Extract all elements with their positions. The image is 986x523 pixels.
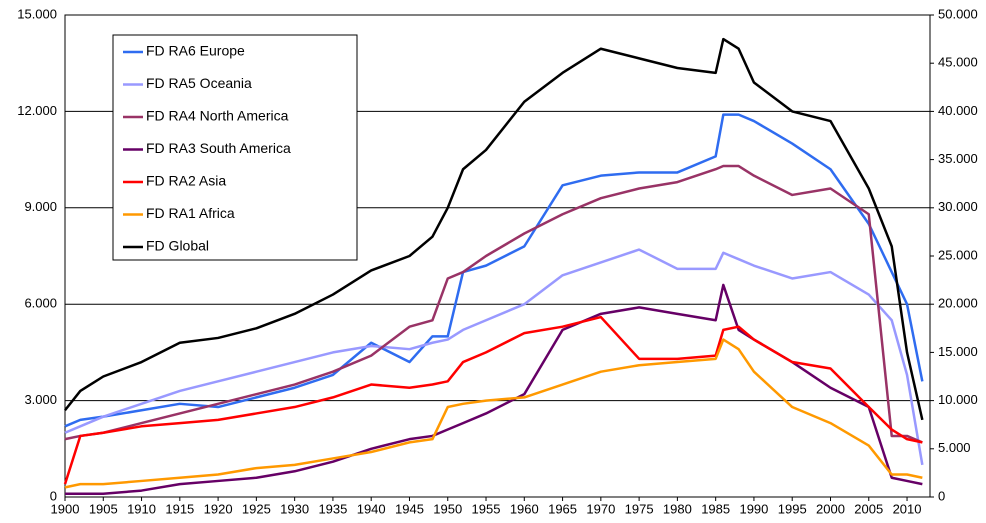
legend-label: FD RA4 North America	[146, 108, 289, 124]
series-line	[64, 248, 924, 466]
x-tick-label: 1905	[89, 501, 118, 516]
legend-label: FD RA3 South America	[146, 140, 291, 156]
x-tick-label: 1915	[165, 501, 194, 516]
y2-tick-label: 50.000	[938, 6, 978, 21]
y2-tick-label: 0	[938, 488, 945, 503]
legend-label: FD Global	[146, 238, 209, 254]
x-tick-label: 1985	[701, 501, 730, 516]
x-tick-label: 1960	[510, 501, 539, 516]
x-tick-label: 1975	[625, 501, 654, 516]
y2-tick-label: 35.000	[938, 151, 978, 166]
legend-label: FD RA2 Asia	[146, 173, 226, 189]
y2-tick-label: 5.000	[938, 440, 971, 455]
y-tick-label: 12.000	[17, 103, 57, 118]
y2-tick-label: 40.000	[938, 103, 978, 118]
legend-label: FD RA1 Africa	[146, 205, 235, 221]
x-tick-label: 1925	[242, 501, 271, 516]
series-line	[63, 315, 923, 485]
series-line	[64, 164, 923, 444]
x-tick-label: 1990	[739, 501, 768, 516]
x-tick-label: 1910	[127, 501, 156, 516]
x-tick-label: 1930	[280, 501, 309, 516]
series-line	[65, 283, 923, 496]
x-tick-label: 1935	[318, 501, 347, 516]
legend-label: FD RA6 Europe	[146, 43, 245, 59]
y2-tick-label: 15.000	[938, 344, 978, 359]
y2-tick-label: 10.000	[938, 392, 978, 407]
x-tick-label: 1965	[548, 501, 577, 516]
x-tick-label: 1980	[663, 501, 692, 516]
y2-tick-label: 25.000	[938, 247, 978, 262]
y-tick-label: 9.000	[24, 199, 57, 214]
x-tick-label: 2010	[893, 501, 922, 516]
legend: FD RA6 Europe FD RA5 Oceania FD RA4 North …	[112, 34, 358, 261]
y2-tick-label: 30.000	[938, 199, 978, 214]
x-tick-label: 1955	[472, 501, 501, 516]
x-tick-label: 2000	[816, 501, 845, 516]
y-tick-label: 3.000	[24, 392, 57, 407]
y-tick-label: 0	[50, 488, 57, 503]
plot-frame	[64, 14, 931, 498]
series-line	[64, 37, 924, 421]
y-tick-label: 6.000	[24, 296, 57, 311]
x-tick-label: 1970	[586, 501, 615, 516]
x-tick-label: 1995	[778, 501, 807, 516]
y2-tick-label: 20.000	[938, 296, 978, 311]
x-tick-label: 1940	[357, 501, 386, 516]
x-tick-label: 1920	[204, 501, 233, 516]
legend-box	[112, 34, 358, 261]
x-tick-label: 1950	[433, 501, 462, 516]
y-tick-label: 15.000	[17, 6, 57, 21]
y2-tick-label: 45.000	[938, 55, 978, 70]
legend-label: FD RA5 Oceania	[146, 75, 252, 91]
x-tick-label: 1945	[395, 501, 424, 516]
x-tick-label: 1900	[51, 501, 80, 516]
series-line	[64, 338, 923, 489]
x-tick-label: 2005	[854, 501, 883, 516]
